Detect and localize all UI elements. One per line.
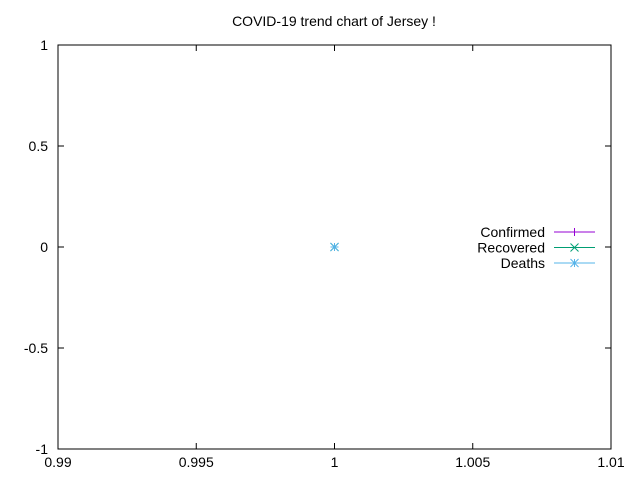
legend-label: Recovered — [477, 240, 545, 256]
y-tick-label: -0.5 — [24, 340, 48, 356]
legend-item-recovered: Recovered — [477, 240, 595, 256]
y-tick-label: 1 — [40, 37, 48, 53]
legend-marker — [570, 228, 579, 236]
x-tick-label: 0.99 — [44, 454, 71, 470]
legend-item-confirmed: Confirmed — [480, 224, 595, 240]
legend-marker — [570, 258, 579, 268]
legend-label: Deaths — [501, 255, 545, 271]
y-tick-label: 0.5 — [29, 138, 49, 154]
axis-ticks: 0.99 0.995 1 1.005 1.01 1 0.5 0 -0.5 -1 — [24, 37, 625, 470]
x-tick-label: 1.01 — [597, 454, 624, 470]
y-tick-label: 0 — [40, 239, 48, 255]
legend-marker — [570, 243, 579, 252]
data-point-deaths — [330, 242, 339, 252]
x-tick-label: 0.995 — [179, 454, 214, 470]
x-tick-label: 1 — [331, 454, 339, 470]
series-layer — [330, 242, 339, 252]
legend-item-deaths: Deaths — [501, 255, 595, 271]
legend-label: Confirmed — [480, 224, 545, 240]
y-tick-label: -1 — [36, 441, 49, 457]
x-tick-label: 1.005 — [455, 454, 490, 470]
chart-title: COVID-19 trend chart of Jersey ! — [232, 13, 436, 29]
